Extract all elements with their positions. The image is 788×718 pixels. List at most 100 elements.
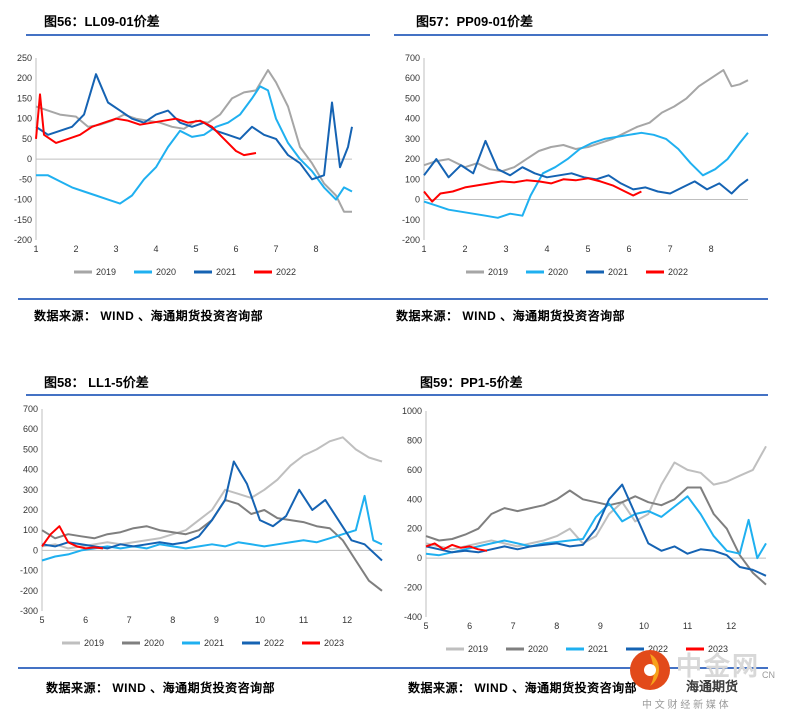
y-tick-label: 150: [17, 93, 32, 103]
chart-pp1-5: -400 -200 0 200 400 600 800 1000 5 6 7 8 9 10 11 12 2019…: [402, 406, 767, 654]
x-tick-label: 12: [342, 615, 352, 625]
x-tick-label: 7: [273, 244, 278, 254]
legend-label-2021: 2021: [588, 644, 608, 654]
watermark-cn: CN: [762, 670, 775, 680]
x-tick-label: 9: [214, 615, 219, 625]
series-line-2019: [425, 445, 767, 551]
series-line-2022: [425, 483, 767, 577]
y-tick-label: -200: [402, 235, 420, 245]
chart-pp09-01: -200 -100 0 100 200 300 400 500 600 700 1 2 3 4 5 6 7 8 20…: [402, 53, 749, 277]
data-source: 数据来源： WIND 、海通期货投资咨询部: [34, 309, 264, 323]
x-tick-label: 11: [299, 615, 308, 625]
y-tick-label: 500: [405, 93, 420, 103]
x-tick-label: 2: [73, 244, 78, 254]
watermark-overlay: 海通期货: [686, 679, 739, 694]
watermark-logo-icon: [630, 650, 670, 690]
legend-label-2021: 2021: [216, 267, 236, 277]
y-tick-label: -200: [20, 586, 38, 596]
x-tick-label: 8: [313, 244, 318, 254]
y-tick-label: -100: [20, 566, 38, 576]
legend-label-2022: 2022: [276, 267, 296, 277]
chart-title: 图58： LL1-5价差: [44, 375, 149, 390]
y-tick-label: 100: [23, 525, 38, 535]
y-tick-label: 0: [33, 545, 38, 555]
series-line-2022: [423, 177, 642, 203]
x-tick-label: 2: [463, 244, 468, 254]
series-line-2019: [41, 436, 383, 550]
x-tick-label: 4: [153, 244, 158, 254]
y-tick-label: -100: [14, 195, 32, 205]
y-tick-label: 300: [405, 134, 420, 144]
legend-label-2022: 2022: [648, 644, 668, 654]
y-tick-label: -100: [402, 215, 420, 225]
y-tick-label: 0: [417, 553, 422, 563]
x-tick-label: 8: [554, 621, 559, 631]
x-tick-label: 10: [639, 621, 649, 631]
y-tick-label: 600: [407, 465, 422, 475]
y-tick-label: 250: [17, 53, 32, 63]
x-tick-label: 5: [586, 244, 591, 254]
x-tick-label: 6: [467, 621, 472, 631]
x-tick-label: 6: [233, 244, 238, 254]
y-tick-label: 600: [405, 73, 420, 83]
y-tick-label: 600: [23, 424, 38, 434]
x-tick-label: 3: [504, 244, 509, 254]
y-tick-label: 50: [22, 134, 32, 144]
legend-label-2019: 2019: [468, 644, 488, 654]
x-tick-label: 4: [545, 244, 550, 254]
y-tick-label: -200: [404, 583, 422, 593]
series-line-2020: [425, 486, 767, 586]
x-tick-label: 1: [421, 244, 426, 254]
y-tick-label: 100: [17, 114, 32, 124]
x-tick-label: 8: [170, 615, 175, 625]
x-tick-label: 7: [127, 615, 132, 625]
legend-label-2020: 2020: [528, 644, 548, 654]
chart-title: 图57：PP09-01价差: [416, 14, 534, 29]
x-tick-label: 6: [83, 615, 88, 625]
x-tick-label: 11: [683, 621, 692, 631]
chart-panel-pp09-01: 图57：PP09-01价差 -200 -100 0 100 200 300 400 500 60…: [394, 0, 788, 330]
y-tick-label: 1000: [402, 406, 422, 416]
chart-ll09-01: -200 -150 -100 -50 0 50 100 150 200 250 1 2 3 4 5 6 7 8 20…: [14, 53, 353, 277]
x-tick-label: 7: [668, 244, 673, 254]
y-tick-label: 300: [23, 485, 38, 495]
y-tick-label: 200: [405, 154, 420, 164]
y-tick-label: -300: [20, 606, 38, 616]
x-tick-label: 10: [255, 615, 265, 625]
y-tick-label: 700: [23, 404, 38, 414]
series-line-2021: [425, 495, 767, 560]
chart-title: 图56：LL09-01价差: [44, 14, 160, 29]
chart-panel-ll09-01: 图56：LL09-01价差 -200 -150 -100 -50 0 50 100 150 20…: [0, 0, 394, 330]
x-tick-label: 7: [511, 621, 516, 631]
chart-panel-pp1-5: 图59：PP1-5价差 -400 -200 0 200 400 600 800 1000 5 6 7…: [394, 365, 788, 718]
data-source: 数据来源： WIND 、海通期货投资咨询部: [408, 681, 638, 695]
x-tick-label: 5: [193, 244, 198, 254]
legend-label-2021: 2021: [204, 638, 224, 648]
y-tick-label: 800: [407, 435, 422, 445]
x-tick-label: 3: [113, 244, 118, 254]
chart-title: 图59：PP1-5价差: [420, 375, 523, 390]
y-tick-label: -400: [404, 612, 422, 622]
x-tick-label: 5: [39, 615, 44, 625]
series-line-2020: [36, 85, 353, 205]
legend-label-2020: 2020: [156, 267, 176, 277]
legend-label-2020: 2020: [548, 267, 568, 277]
y-tick-label: 400: [405, 114, 420, 124]
y-tick-label: 400: [23, 465, 38, 475]
y-tick-label: 200: [17, 73, 32, 83]
x-tick-label: 8: [709, 244, 714, 254]
series-line-2023: [425, 542, 488, 552]
legend-label-2019: 2019: [96, 267, 116, 277]
y-tick-label: 700: [405, 53, 420, 63]
legend-label-2019: 2019: [84, 638, 104, 648]
series-line-2020: [423, 131, 749, 219]
data-source: 数据来源： WIND 、海通期货投资咨询部: [396, 309, 626, 323]
y-tick-label: -150: [14, 215, 32, 225]
legend-label-2022: 2022: [264, 638, 284, 648]
legend-label-2020: 2020: [144, 638, 164, 648]
watermark-sub: 中 文 财 经 新 媒 体: [642, 700, 729, 711]
legend-label-2022: 2022: [668, 267, 688, 277]
x-tick-label: 1: [33, 244, 38, 254]
legend-label-2019: 2019: [488, 267, 508, 277]
chart-ll1-5: -300 -200 -100 0 100 200 300 400 500 600 700 5 6 7 8 9 1…: [20, 404, 383, 648]
